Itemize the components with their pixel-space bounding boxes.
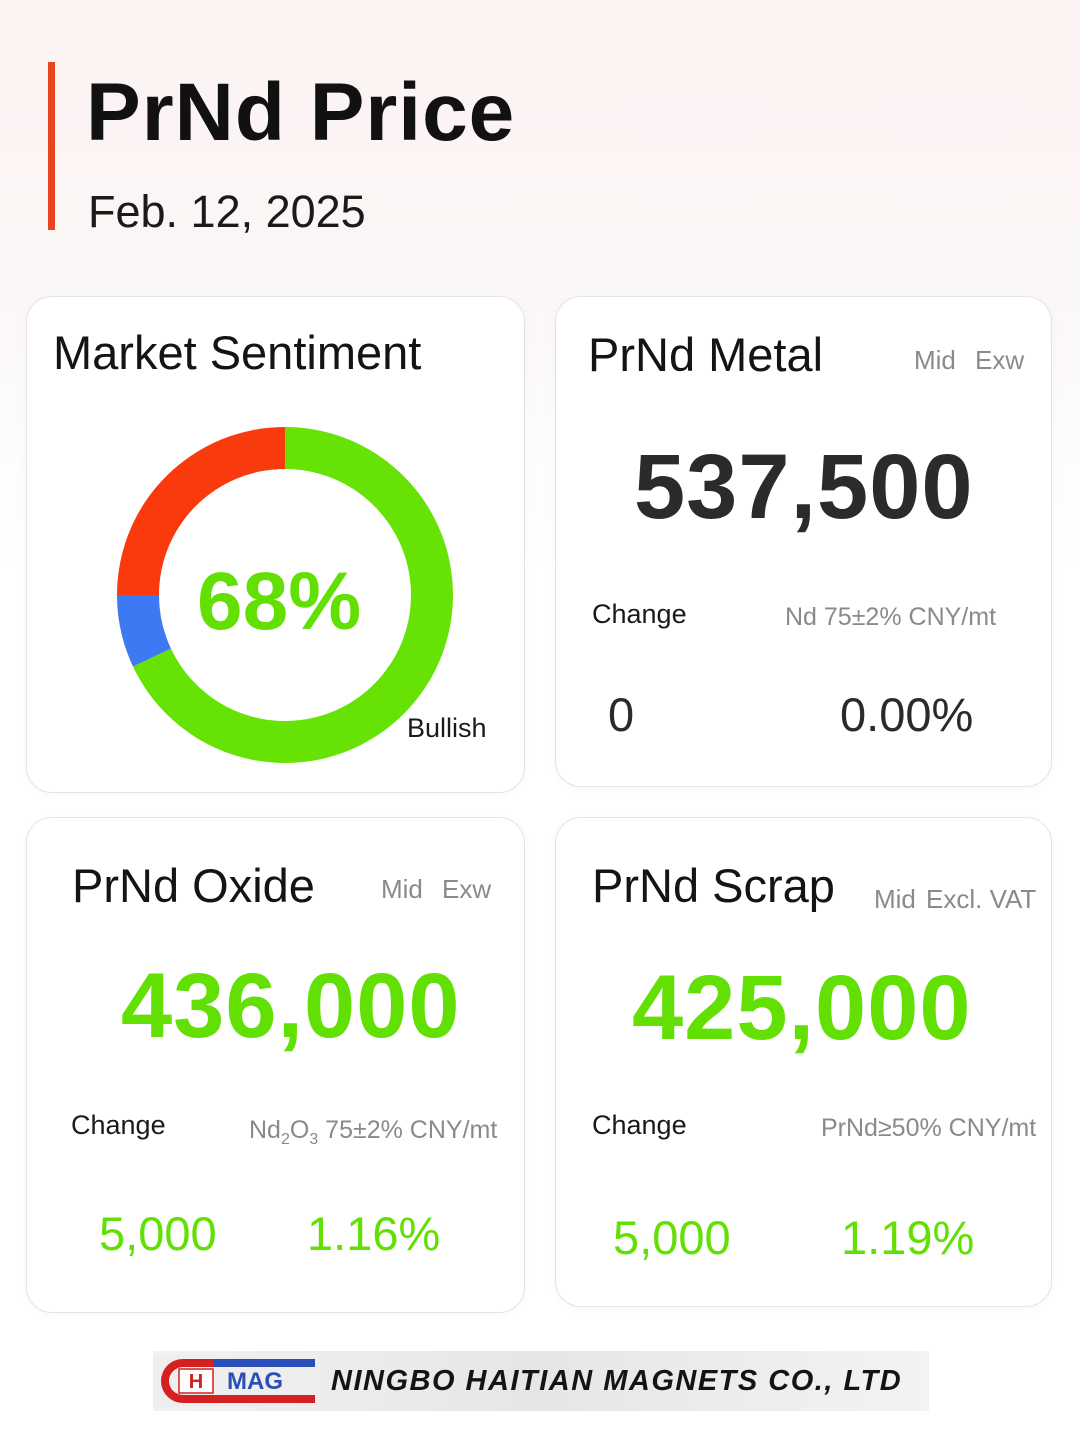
card-title: PrNd Scrap [592, 859, 835, 912]
change-label: Change [71, 1110, 166, 1140]
price-basis-tag: Exw [975, 345, 1025, 375]
change-absolute: 5,000 [99, 1207, 217, 1260]
prnd-scrap-card[interactable]: PrNd Scrap Mid Excl. VAT 425,000 Change … [555, 817, 1052, 1307]
card-title: PrNd Metal [588, 328, 824, 381]
page-title: PrNd Price [86, 67, 516, 158]
change-percent: 1.16% [307, 1207, 441, 1260]
price-type-tag: Mid [874, 884, 916, 914]
card-title: PrNd Oxide [72, 859, 315, 912]
company-footer: H MAG NINGBO HAITIAN MAGNETS CO., LTD [153, 1351, 929, 1411]
change-percent: 1.19% [841, 1211, 975, 1264]
logo-letter-h: H [189, 1371, 203, 1393]
sentiment-percent: 68% [197, 556, 362, 647]
sentiment-donut-chart [117, 427, 453, 763]
change-label: Change [592, 1110, 687, 1140]
price-value: 537,500 [634, 436, 974, 538]
page-date: Feb. 12, 2025 [88, 186, 366, 237]
market-sentiment-card[interactable]: Market Sentiment 68% Bullish [26, 296, 525, 793]
price-basis-tag: Exw [442, 874, 492, 904]
product-spec: Nd2O3 75±2% CNY/mt [249, 1116, 498, 1148]
prnd-oxide-card[interactable]: PrNd Oxide Mid Exw 436,000 Change Nd2O3 … [26, 817, 525, 1313]
card-title: Market Sentiment [53, 326, 422, 379]
company-logo: H MAG [153, 1355, 315, 1407]
prnd-metal-card[interactable]: PrNd Metal Mid Exw 537,500 Change Nd 75±… [555, 296, 1052, 787]
product-spec: PrNd≥50% CNY/mt [821, 1114, 1037, 1142]
company-name: NINGBO HAITIAN MAGNETS CO., LTD [331, 1365, 903, 1397]
price-type-tag: Mid [914, 345, 956, 375]
price-value: 425,000 [632, 957, 972, 1059]
price-value: 436,000 [121, 955, 461, 1057]
price-type-tag: Mid [381, 874, 423, 904]
donut-segment-3 [117, 427, 285, 595]
change-percent: 0.00% [840, 688, 974, 741]
change-absolute: 0 [608, 688, 635, 741]
product-spec: Nd 75±2% CNY/mt [785, 603, 997, 631]
change-absolute: 5,000 [613, 1211, 731, 1264]
donut-segment-2 [117, 595, 171, 667]
title-accent-bar [48, 62, 55, 230]
logo-mag: MAG [227, 1368, 283, 1395]
sentiment-label: Bullish [407, 713, 487, 743]
change-label: Change [592, 599, 687, 629]
price-basis-tag: Excl. VAT [926, 884, 1037, 914]
